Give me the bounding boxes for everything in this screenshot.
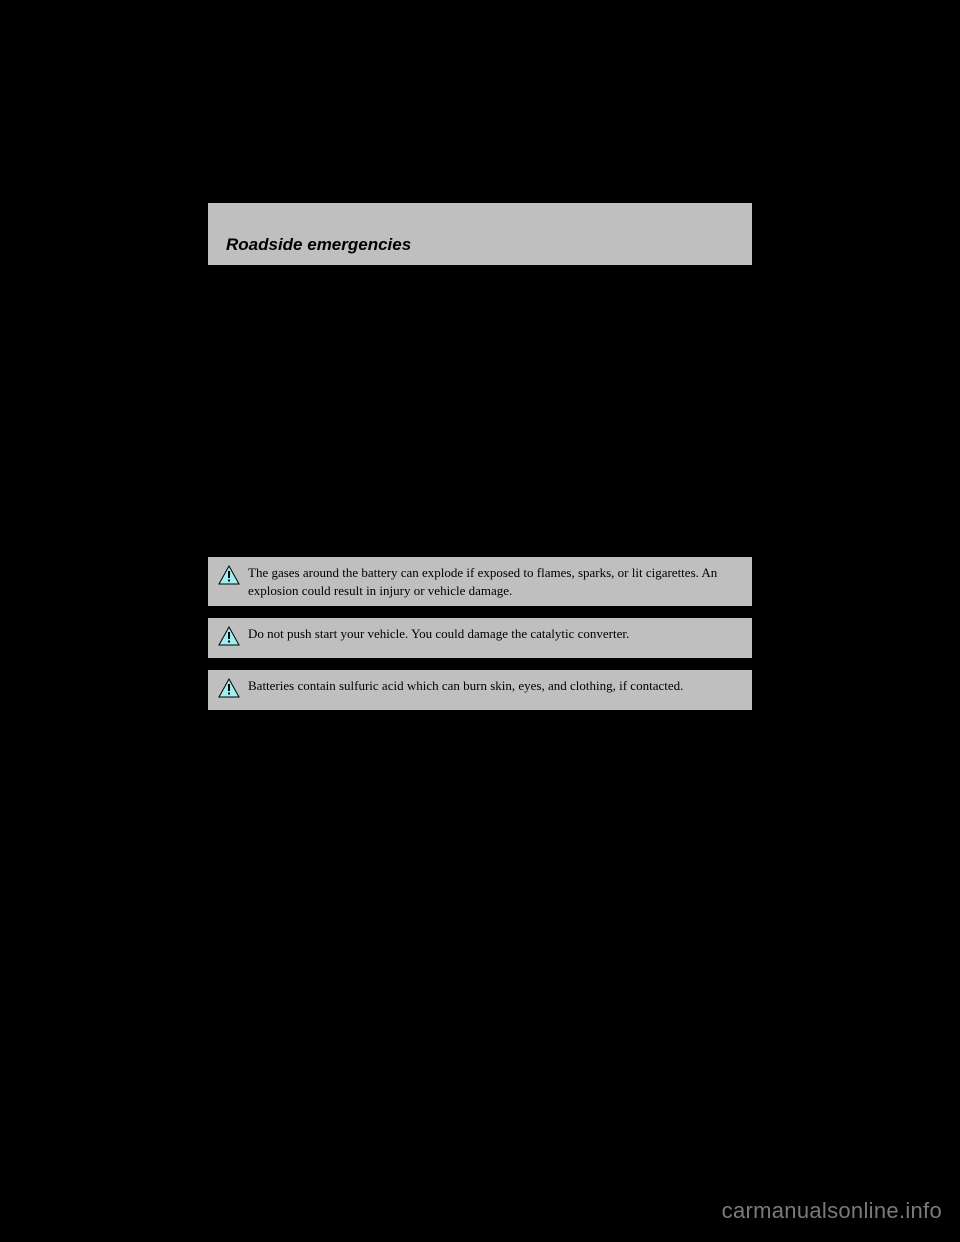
- section-title: Roadside emergencies: [226, 235, 411, 255]
- warning-text: Do not push start your vehicle. You coul…: [248, 625, 629, 643]
- warning-text: Batteries contain sulfuric acid which ca…: [248, 677, 683, 695]
- warnings-section: The gases around the battery can explode…: [208, 557, 752, 722]
- page-container: Roadside emergencies The gases around th…: [208, 203, 752, 751]
- warning-triangle-icon: [218, 678, 240, 703]
- warning-triangle-icon: [218, 565, 240, 590]
- warning-text: The gases around the battery can explode…: [248, 564, 742, 599]
- warning-box: Batteries contain sulfuric acid which ca…: [208, 670, 752, 710]
- section-header: Roadside emergencies: [208, 203, 752, 265]
- warning-box: The gases around the battery can explode…: [208, 557, 752, 606]
- warning-box: Do not push start your vehicle. You coul…: [208, 618, 752, 658]
- warning-triangle-icon: [218, 626, 240, 651]
- watermark-text: carmanualsonline.info: [722, 1198, 942, 1224]
